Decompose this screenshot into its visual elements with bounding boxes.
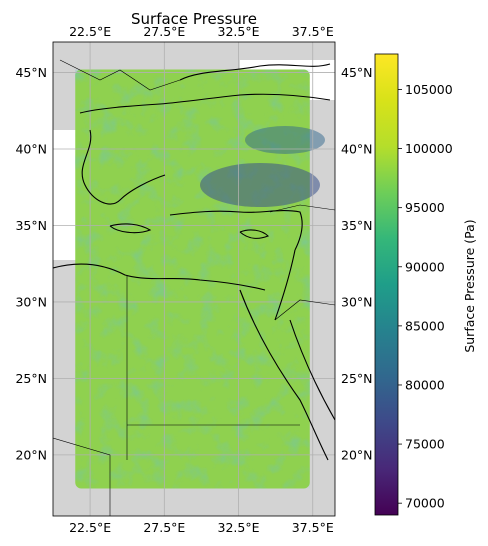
coastline-red-sea-east [289, 319, 335, 421]
x-tick-bottom-1: 27.5°E [143, 520, 185, 535]
y-tick-right-2: 35°N [341, 218, 373, 233]
x-tick-top-2: 32.5°E [218, 24, 260, 39]
y-tick-right-5: 20°N [341, 447, 373, 462]
x-tick-bottom-3: 37.5°E [292, 520, 334, 535]
coastline-anatolia-south [169, 210, 303, 251]
colorbar-tick-label-7: 105000 [405, 82, 453, 97]
coastline-red-sea-west [239, 289, 329, 461]
colorbar: 70000 75000 80000 85000 90000 95000 100000 1050… [374, 53, 477, 516]
y-tick-right-1: 40°N [341, 142, 373, 157]
x-tick-labels-bottom: 22.5°E 27.5°E 32.5°E 37.5°E [69, 520, 334, 535]
x-tick-bottom-2: 32.5°E [218, 520, 260, 535]
map-axes-frame [52, 41, 336, 517]
coastline-black-sea-north [179, 63, 331, 81]
colorbar-tick-label-0: 70000 [405, 496, 445, 511]
coastline-black-sea-south [79, 93, 331, 114]
coastline-cyprus [239, 229, 269, 239]
x-tick-bottom-0: 22.5°E [69, 520, 111, 535]
coastline-levant [274, 249, 296, 321]
y-tick-left-1: 40°N [15, 142, 47, 157]
y-tick-left-3: 30°N [15, 294, 47, 309]
y-tick-right-0: 45°N [341, 65, 373, 80]
border-turkey-syria [269, 204, 335, 213]
colorbar-tick-label-5: 95000 [405, 200, 445, 215]
coastline-greece [81, 129, 166, 205]
x-tick-top-0: 22.5°E [69, 24, 111, 39]
colorbar-gradient [374, 53, 399, 516]
colorbar-tick-label-4: 90000 [405, 259, 445, 274]
pressure-field [75, 69, 325, 489]
x-tick-top-3: 37.5°E [292, 24, 334, 39]
coastline-north-africa [53, 263, 266, 291]
y-tick-left-0: 45°N [15, 65, 47, 80]
map-title: Surface Pressure [131, 10, 257, 28]
border-balkans [59, 59, 181, 91]
colorbar-tick-label-2: 80000 [405, 377, 445, 392]
border-libya-sudan [53, 437, 111, 516]
coastline-crete [109, 223, 152, 234]
caucasus-low-pressure [245, 126, 325, 154]
anatolia-low-pressure [200, 163, 320, 207]
colorbar-tick-label-6: 100000 [405, 141, 453, 156]
y-tick-labels-left: 45°N 40°N 35°N 30°N 25°N 20°N [15, 65, 47, 462]
y-tick-right-3: 30°N [341, 294, 373, 309]
colorbar-tick-label-3: 85000 [405, 318, 445, 333]
y-tick-labels-right: 45°N 40°N 35°N 30°N 25°N 20°N [341, 65, 373, 462]
y-tick-right-4: 25°N [341, 371, 373, 386]
y-tick-left-5: 20°N [15, 447, 47, 462]
map-gridlines [53, 42, 335, 516]
colorbar-ticks: 70000 75000 80000 85000 90000 95000 100000 1050… [398, 82, 453, 511]
x-tick-labels-top: 22.5°E 27.5°E 32.5°E 37.5°E [69, 24, 334, 39]
border-jordan [274, 299, 335, 321]
y-tick-left-2: 35°N [15, 218, 47, 233]
borders [53, 59, 335, 516]
colorbar-label: Surface Pressure (Pa) [462, 219, 477, 352]
ocean-white-left [53, 130, 78, 260]
y-tick-left-4: 25°N [15, 371, 47, 386]
map-axes [53, 42, 335, 516]
coastlines [53, 63, 335, 461]
colorbar-tick-label-1: 75000 [405, 437, 445, 452]
x-tick-top-1: 27.5°E [143, 24, 185, 39]
